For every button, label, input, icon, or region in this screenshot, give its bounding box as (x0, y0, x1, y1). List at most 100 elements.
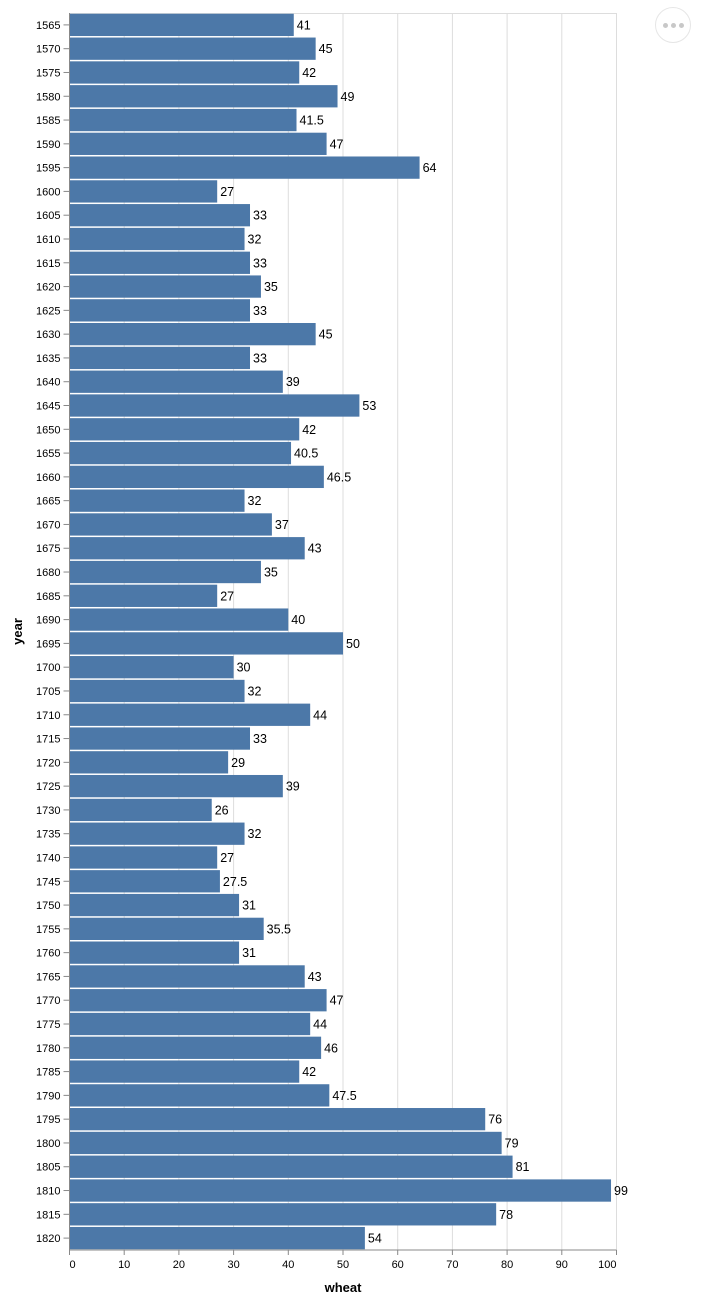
y-tick-label: 1795 (36, 1114, 60, 1126)
data-label-1745: 27.5 (223, 875, 247, 889)
bar-1710[interactable] (69, 703, 311, 726)
bar-1740[interactable] (69, 846, 218, 869)
bar-1670[interactable] (69, 513, 272, 536)
y-tick-label: 1770 (36, 995, 60, 1007)
bar-1625[interactable] (69, 299, 251, 322)
bar-1705[interactable] (69, 679, 245, 703)
y-tick-label: 1705 (36, 686, 60, 698)
y-tick-label: 1805 (36, 1162, 60, 1174)
data-label-1595: 64 (423, 161, 437, 175)
x-tick-label: 20 (173, 1259, 185, 1271)
bar-1680[interactable] (69, 560, 261, 584)
y-tick-label: 1735 (36, 829, 60, 841)
bar-1605[interactable] (69, 204, 251, 227)
data-label-1685: 27 (220, 589, 234, 603)
actions-menu-button[interactable] (655, 7, 691, 43)
bar-1745[interactable] (69, 870, 220, 893)
bar-1715[interactable] (69, 727, 251, 750)
data-label-1705: 32 (248, 684, 262, 698)
data-label-1795: 76 (488, 1113, 502, 1127)
y-tick-label: 1780 (36, 1043, 60, 1055)
data-label-1785: 42 (302, 1065, 316, 1079)
bar-1700[interactable] (69, 656, 234, 679)
y-axis: 1565 1570 1575 1580 1585 1590 1595 1600 1605 1610… (36, 13, 70, 1250)
x-tick-label: 70 (446, 1259, 458, 1271)
bar-1660[interactable] (69, 465, 324, 489)
bar-1805[interactable] (69, 1155, 513, 1178)
y-tick-label: 1670 (36, 519, 60, 531)
bar-1780[interactable] (69, 1036, 322, 1059)
data-labels: 4145424941.54764273332333533453339534240… (215, 18, 628, 1245)
data-label-1635: 33 (253, 351, 267, 365)
bar-1735[interactable] (69, 822, 245, 845)
bar-1685[interactable] (69, 584, 218, 607)
y-tick-label: 1815 (36, 1209, 60, 1221)
bar-1585[interactable] (69, 108, 297, 132)
bar-1790[interactable] (69, 1084, 330, 1107)
data-label-1660: 46.5 (327, 470, 351, 484)
bar-1620[interactable] (69, 275, 261, 298)
y-tick-label: 1695 (36, 638, 60, 650)
bar-1575[interactable] (69, 61, 300, 84)
bar-1615[interactable] (69, 251, 251, 274)
x-tick-label: 30 (227, 1259, 239, 1271)
bar-1770[interactable] (69, 989, 327, 1012)
bar-1570[interactable] (69, 37, 316, 60)
data-label-1610: 32 (248, 232, 262, 246)
y-tick-label: 1710 (36, 710, 60, 722)
bar-1800[interactable] (69, 1131, 502, 1155)
y-tick-label: 1810 (36, 1186, 60, 1198)
bar-1665[interactable] (69, 489, 245, 512)
data-label-1690: 40 (291, 613, 305, 627)
bar-1695[interactable] (69, 632, 344, 655)
bar-1810[interactable] (69, 1179, 612, 1202)
bar-1755[interactable] (69, 917, 264, 940)
data-label-1680: 35 (264, 566, 278, 580)
data-label-1790: 47.5 (332, 1089, 356, 1103)
x-tick-label: 0 (70, 1259, 76, 1271)
bar-1640[interactable] (69, 370, 283, 393)
y-tick-label: 1685 (36, 591, 60, 603)
bar-1815[interactable] (69, 1203, 497, 1226)
data-label-1650: 42 (302, 423, 316, 437)
bar-1630[interactable] (69, 323, 316, 346)
bar-1720[interactable] (69, 751, 229, 774)
data-label-1805: 81 (516, 1160, 530, 1174)
bar-1690[interactable] (69, 608, 289, 631)
bar-1775[interactable] (69, 1012, 311, 1036)
data-label-1775: 44 (313, 1018, 327, 1032)
bar-1565[interactable] (69, 13, 294, 37)
bar-1730[interactable] (69, 798, 212, 822)
bar-1600[interactable] (69, 180, 218, 203)
bar-1635[interactable] (69, 346, 251, 370)
bar-1785[interactable] (69, 1060, 300, 1083)
data-label-1590: 47 (330, 137, 344, 151)
y-tick-label: 1645 (36, 401, 60, 413)
y-tick-label: 1765 (36, 971, 60, 983)
bar-1675[interactable] (69, 537, 305, 560)
bar-1590[interactable] (69, 132, 327, 155)
bar-1645[interactable] (69, 394, 360, 417)
bar-1820[interactable] (69, 1226, 365, 1250)
bar-1580[interactable] (69, 85, 338, 108)
bar-1725[interactable] (69, 774, 283, 798)
bar-1795[interactable] (69, 1108, 486, 1131)
bar-1765[interactable] (69, 965, 305, 988)
data-label-1575: 42 (302, 66, 316, 80)
data-label-1800: 79 (505, 1136, 519, 1150)
data-label-1645: 53 (362, 399, 376, 413)
data-label-1760: 31 (242, 946, 256, 960)
data-label-1815: 78 (499, 1208, 513, 1222)
y-tick-label: 1715 (36, 734, 60, 746)
bar-1650[interactable] (69, 418, 300, 441)
data-label-1600: 27 (220, 185, 234, 199)
bar-1595[interactable] (69, 156, 420, 179)
bar-1655[interactable] (69, 441, 292, 465)
bar-1750[interactable] (69, 893, 240, 917)
data-label-1585: 41.5 (300, 114, 324, 128)
bars (69, 13, 612, 1250)
y-tick-label: 1640 (36, 377, 60, 389)
bar-1760[interactable] (69, 941, 240, 964)
bar-1610[interactable] (69, 227, 245, 251)
data-label-1570: 45 (319, 42, 333, 56)
